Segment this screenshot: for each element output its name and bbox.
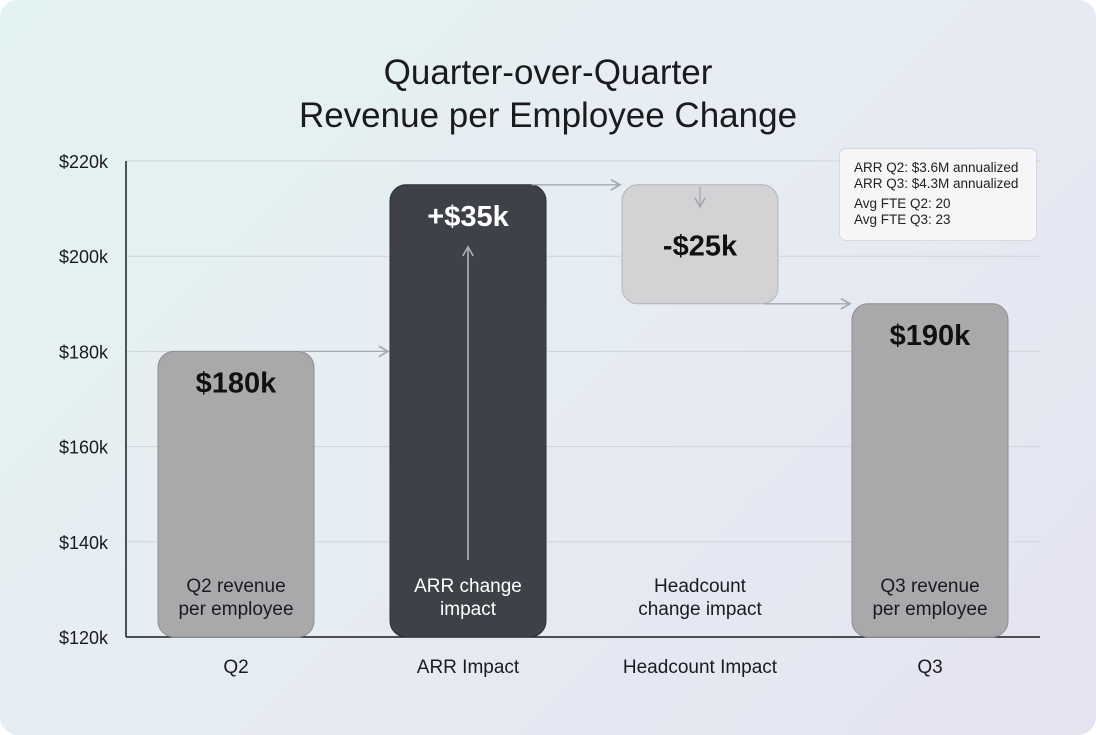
annotation-fte-q3: Avg FTE Q3: 23 xyxy=(854,212,951,227)
bar-description: Q2 revenue xyxy=(186,576,285,597)
annotation-arr-q3: ARR Q3: $4.3M annualized xyxy=(854,176,1019,191)
y-tick-label: $180k xyxy=(59,342,109,362)
x-tick-label: ARR Impact xyxy=(417,657,520,678)
x-tick-label: Headcount Impact xyxy=(623,657,778,678)
value-label: +$35k xyxy=(427,201,509,233)
bar-description: Headcount xyxy=(654,576,747,597)
x-tick-label: Q3 xyxy=(917,657,942,678)
bar-description: Q3 revenue xyxy=(880,576,979,597)
value-label: -$25k xyxy=(663,230,738,262)
bar-q3 xyxy=(851,303,1009,638)
value-label: $180k xyxy=(196,367,278,399)
bar-headcount-impact xyxy=(621,184,779,305)
y-tick-label: $140k xyxy=(59,533,109,553)
bar-description: per employee xyxy=(872,599,987,620)
y-tick-label: $120k xyxy=(59,628,109,648)
y-tick-label: $200k xyxy=(59,247,109,267)
value-label: $190k xyxy=(890,320,972,352)
annotation-box: ARR Q2: $3.6M annualized ARR Q3: $4.3M a… xyxy=(839,148,1037,241)
bar-q2 xyxy=(157,350,315,638)
y-tick-label: $220k xyxy=(59,152,109,172)
x-tick-label: Q2 xyxy=(223,657,248,678)
bar-description: per employee xyxy=(178,599,293,620)
bar-description: ARR change xyxy=(414,576,522,597)
chart-title-line-2: Revenue per Employee Change xyxy=(298,96,798,135)
bar-description: change impact xyxy=(638,599,762,620)
annotation-fte-q2: Avg FTE Q2: 20 xyxy=(854,196,951,211)
chart-title-line-1: Quarter-over-Quarter xyxy=(383,53,713,92)
y-tick-label: $160k xyxy=(59,438,109,458)
annotation-arr-q2: ARR Q2: $3.6M annualized xyxy=(854,160,1019,175)
bar-description: impact xyxy=(440,599,497,620)
